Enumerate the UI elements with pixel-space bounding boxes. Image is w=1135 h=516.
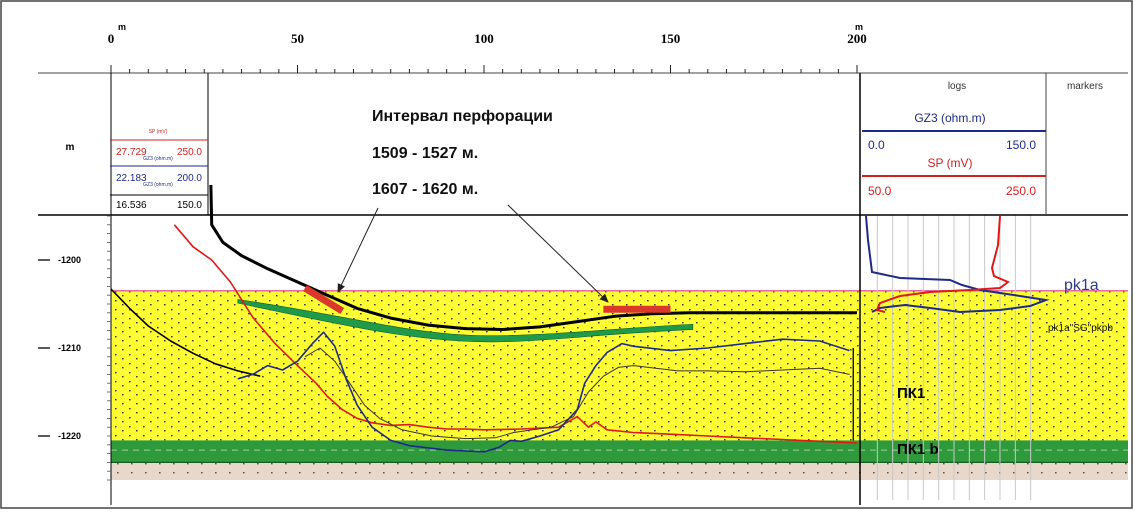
scale-row1-min: 27.729 xyxy=(116,147,147,158)
y-tick-label: -1220 xyxy=(58,431,81,441)
annotation-line1: 1509 - 1527 м. xyxy=(372,145,478,162)
zone-pattern-base xyxy=(111,462,1128,480)
x-tick-label: 0 xyxy=(108,31,115,46)
x-tick-label: 200 xyxy=(847,31,867,46)
zone-pattern-pk1a xyxy=(111,290,1128,441)
scale-row2-min: 22.183 xyxy=(116,173,147,184)
scale-header: SP (mV) 27.729 250.0 GZ3 (ohm.m) 22.183 … xyxy=(66,129,208,211)
x-tick-label: 100 xyxy=(474,31,494,46)
annotation-arrow-2 xyxy=(507,204,609,303)
gz3-track-label: GZ3 (ohm.m) xyxy=(914,111,985,125)
zone-label-pk1: ПК1 xyxy=(897,385,925,402)
scale-row2-label: GZ3 (ohm.m) xyxy=(143,156,173,162)
annotation-title: Интервал перфорации xyxy=(372,108,553,125)
scale-row3-min: 16.536 xyxy=(116,200,147,211)
scale-row1-max: 250.0 xyxy=(177,147,202,158)
annotation-arrow-1 xyxy=(337,207,379,293)
log-track: logs markers GZ3 (ohm.m) 0.0 150.0 SP (m… xyxy=(862,81,1103,314)
target-zone-shape xyxy=(237,299,694,343)
logs-header: logs xyxy=(948,81,966,92)
x-tick-label: 50 xyxy=(291,31,304,46)
frame-group xyxy=(38,72,1128,505)
series-trajectory xyxy=(209,185,857,331)
scale-row1-label: SP (mV) xyxy=(149,129,168,135)
markers-header: markers xyxy=(1067,81,1103,92)
series-gz3-thin- xyxy=(304,347,850,440)
zone-label-pk1b: ПК1 b xyxy=(897,441,939,458)
x-unit-label-right: m xyxy=(855,22,863,32)
perforation-annotation: Интервал перфорации 1509 - 1527 м. 1607 … xyxy=(337,108,609,303)
y-tick-label: -1210 xyxy=(58,343,81,353)
zone-label-pk1a-sg: pk1a"SG"pkpb xyxy=(1048,323,1113,334)
scale-row2-max: 200.0 xyxy=(177,173,202,184)
series-gz3 xyxy=(237,331,850,453)
scale-row2-label-small: GZ3 (ohm.m) xyxy=(143,182,173,188)
sp-track-min: 50.0 xyxy=(868,184,892,198)
gz3-track-max: 150.0 xyxy=(1006,138,1036,152)
scale-row3-max: 150.0 xyxy=(177,200,202,211)
x-unit-label-left: m xyxy=(118,22,126,32)
zone-label-pk1a: pk1a xyxy=(1064,277,1099,294)
gz3-log-curve xyxy=(865,215,1050,314)
gz3-track-min: 0.0 xyxy=(868,138,885,152)
curves-group xyxy=(111,185,857,453)
sp-log-curve xyxy=(875,215,1010,313)
series-sp xyxy=(173,224,857,444)
depth-axis: -1200 -1210 -1220 xyxy=(38,215,111,481)
sp-track-max: 250.0 xyxy=(1006,184,1036,198)
series-left-well xyxy=(111,288,261,377)
depth-unit-label: m xyxy=(66,142,75,153)
x-tick-label: 150 xyxy=(661,31,681,46)
annotation-line2: 1607 - 1620 м. xyxy=(372,181,478,198)
zone-labels: pk1a pk1a"SG"pkpb ПК1 ПК1 b xyxy=(897,277,1113,458)
zone-pk1b xyxy=(111,440,1128,463)
y-tick-label: -1200 xyxy=(58,255,81,265)
perforation-interval-1 xyxy=(303,285,345,315)
sp-track-label: SP (mV) xyxy=(927,156,972,170)
